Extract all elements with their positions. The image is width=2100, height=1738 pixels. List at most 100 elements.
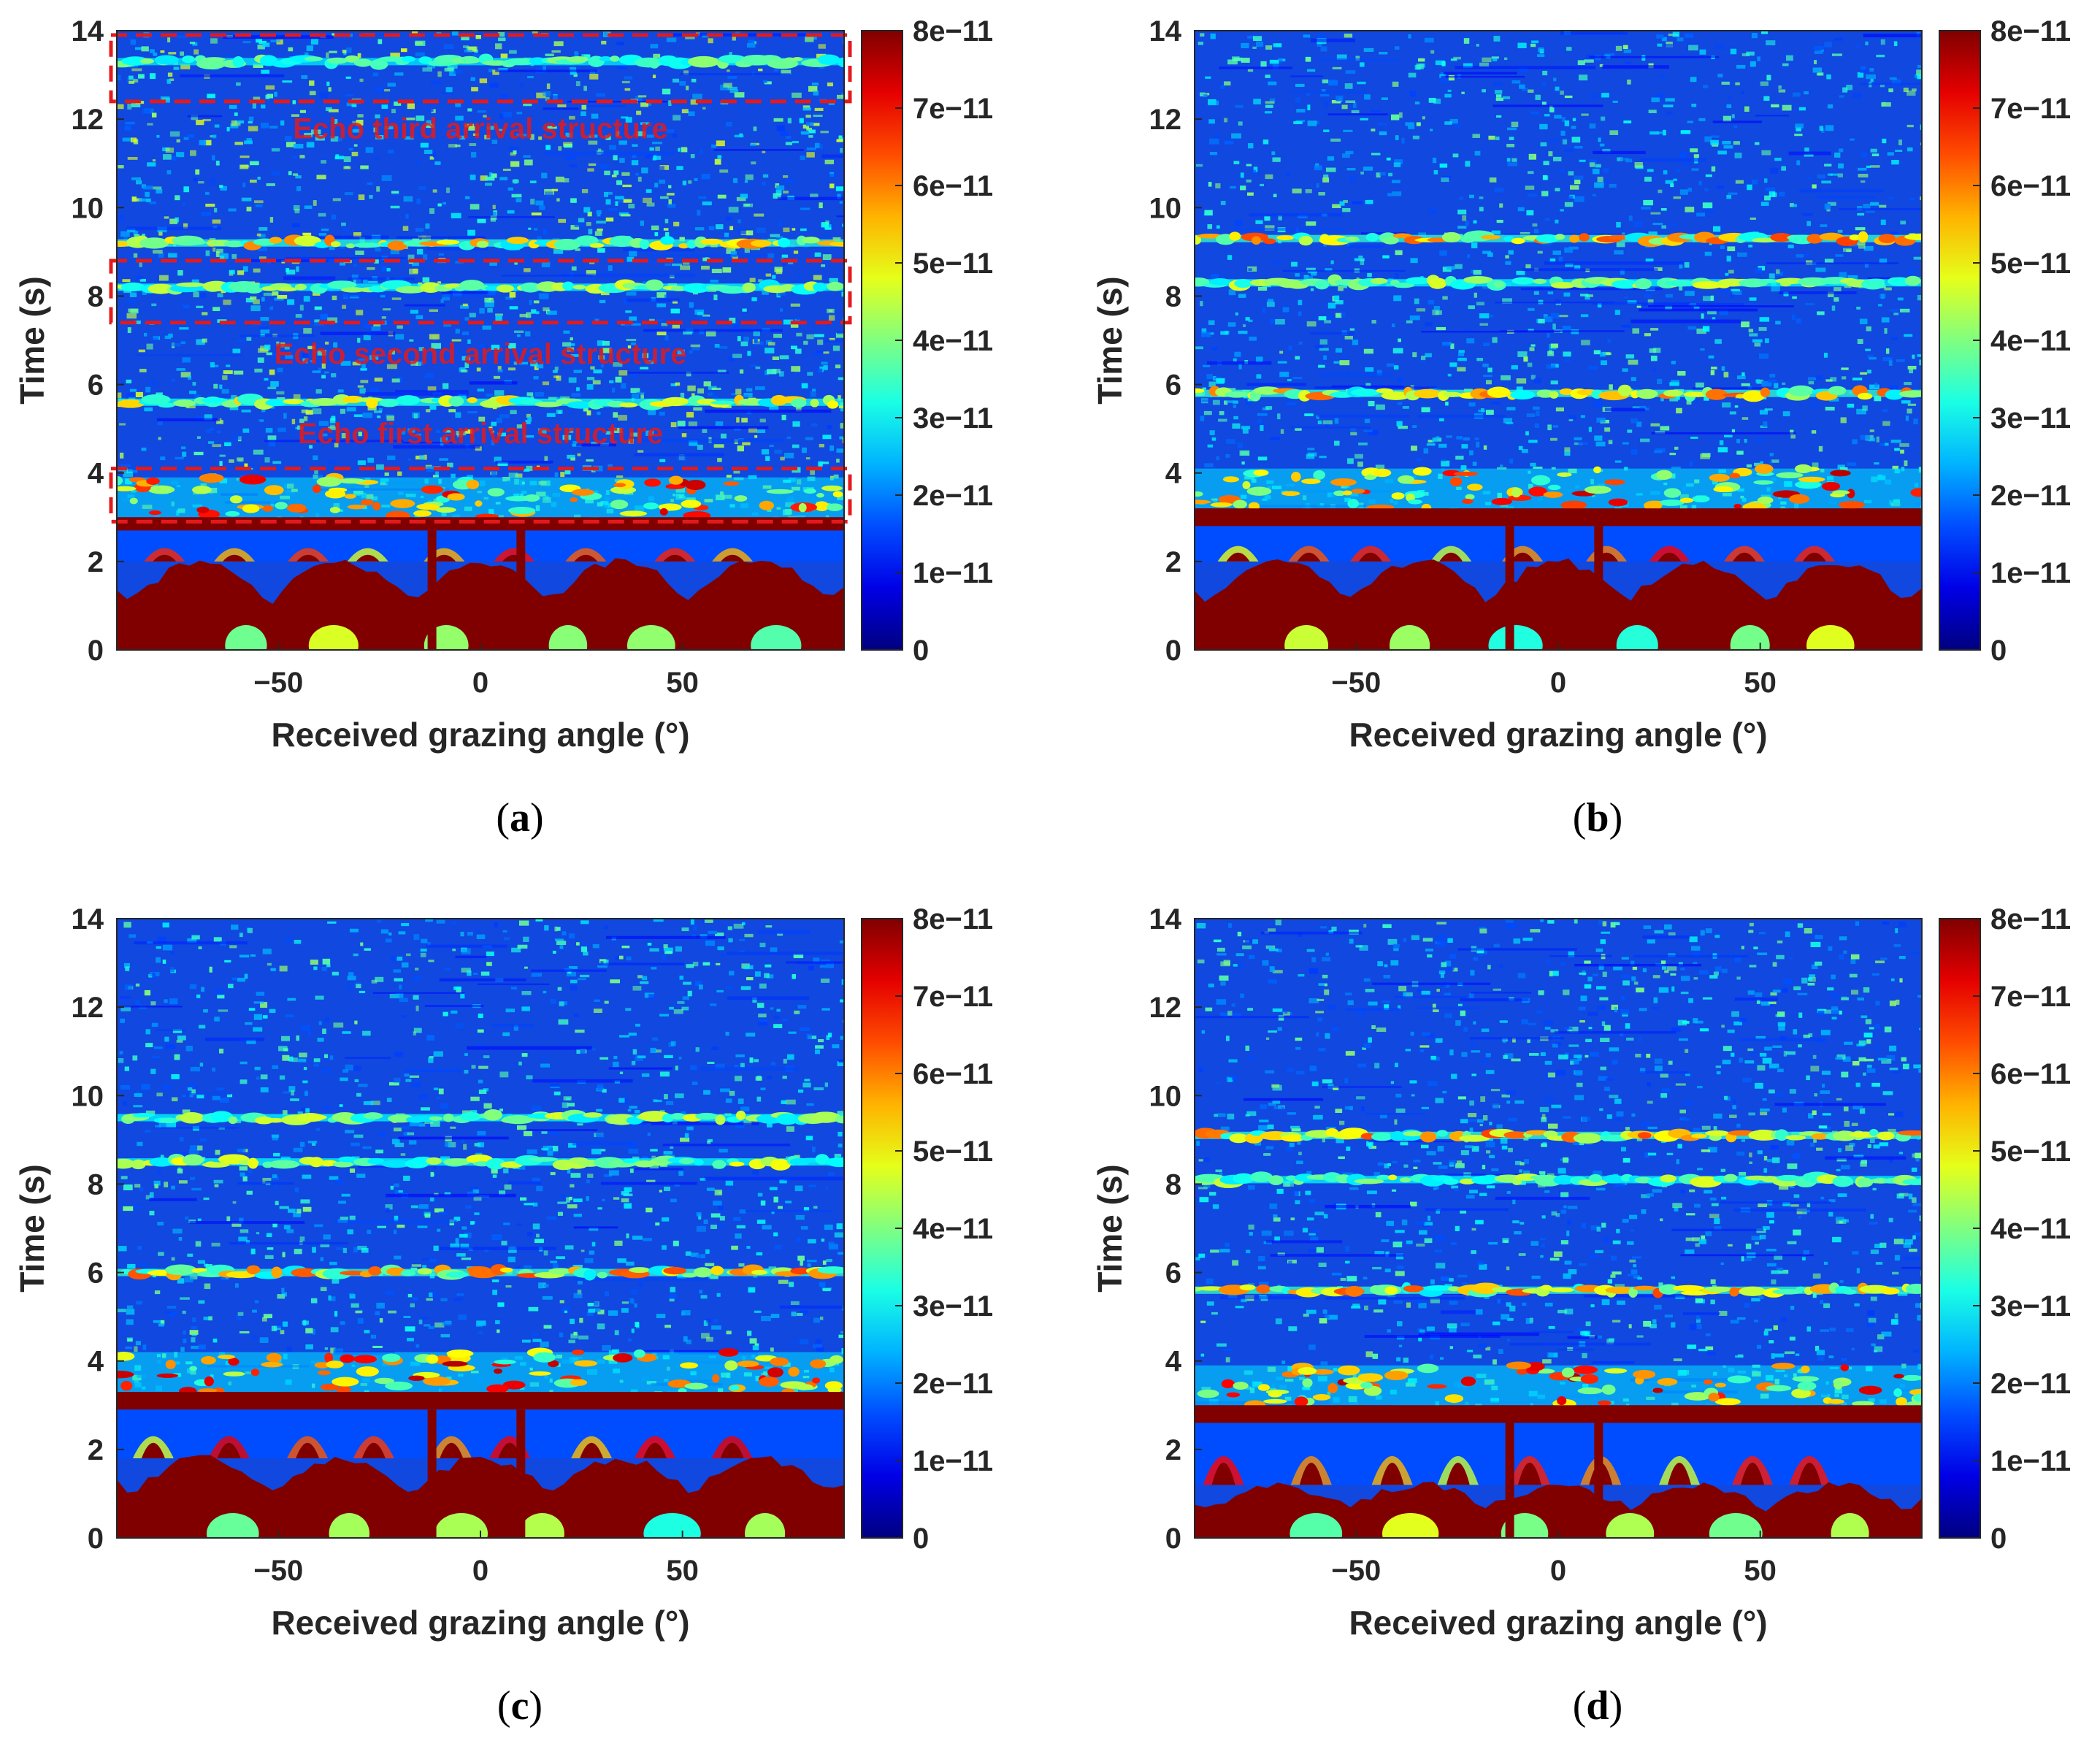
noise-speckle xyxy=(353,414,363,418)
noise-speckle xyxy=(631,160,639,166)
noise-speckle xyxy=(1551,467,1556,470)
noise-speckle xyxy=(1623,49,1632,53)
noise-speckle xyxy=(641,167,648,174)
echo-blob xyxy=(1828,386,1847,396)
noise-speckle xyxy=(840,999,844,1003)
noise-speckle xyxy=(1529,155,1533,158)
noise-speckle xyxy=(586,1196,589,1201)
noise-speckle xyxy=(1856,408,1866,415)
noise-speckle xyxy=(515,473,523,478)
noise-speckle xyxy=(1768,460,1772,465)
noise-speckle xyxy=(475,35,481,39)
noise-speckle xyxy=(153,53,158,56)
noise-speckle xyxy=(725,216,732,221)
noise-speckle xyxy=(1365,383,1371,387)
noise-speckle xyxy=(497,462,508,467)
noise-speckle xyxy=(1269,59,1280,64)
echo-blob xyxy=(1345,236,1359,242)
noise-speckle xyxy=(1333,361,1341,364)
noise-speckle xyxy=(809,123,820,126)
echo-blob xyxy=(345,243,356,249)
echo-blob xyxy=(599,56,613,61)
noise-speckle xyxy=(761,449,770,455)
noise-speckle xyxy=(219,185,223,188)
noise-speckle xyxy=(294,939,302,944)
noise-speckle xyxy=(415,433,421,436)
lobe-shape xyxy=(347,548,388,562)
colorbar-tick-label: 0 xyxy=(913,635,929,667)
noise-speckle xyxy=(307,345,315,350)
noise-streak xyxy=(1602,65,1669,69)
noise-speckle xyxy=(778,291,786,296)
noise-speckle xyxy=(1534,423,1539,428)
noise-speckle xyxy=(195,169,200,175)
noise-speckle xyxy=(750,143,756,146)
noise-speckle xyxy=(1796,254,1804,258)
noise-speckle xyxy=(398,931,406,935)
noise-speckle xyxy=(416,199,421,204)
noise-speckle xyxy=(196,339,205,345)
noise-speckle xyxy=(464,1053,468,1057)
noise-speckle xyxy=(1461,91,1465,94)
noise-speckle xyxy=(1328,80,1338,86)
noise-speckle xyxy=(356,119,364,126)
noise-streak xyxy=(264,440,404,443)
noise-speckle xyxy=(558,1019,569,1025)
noise-speckle xyxy=(340,361,351,366)
noise-speckle xyxy=(349,928,359,933)
first-arrival-speckle xyxy=(1528,486,1547,497)
noise-speckle xyxy=(1265,174,1273,180)
noise-speckle xyxy=(1904,382,1912,386)
noise-speckle xyxy=(1723,145,1733,149)
noise-speckle xyxy=(717,155,722,159)
noise-speckle xyxy=(339,244,345,250)
noise-speckle xyxy=(1265,101,1275,104)
noise-speckle xyxy=(212,219,221,224)
noise-streak xyxy=(1331,385,1404,388)
noise-speckle xyxy=(1311,272,1317,276)
noise-speckle xyxy=(670,1041,676,1046)
noise-speckle xyxy=(1912,88,1917,92)
noise-speckle xyxy=(456,1293,464,1296)
noise-speckle xyxy=(1507,162,1518,166)
noise-speckle xyxy=(421,938,428,943)
noise-speckle xyxy=(588,163,597,166)
noise-speckle xyxy=(301,74,308,79)
noise-speckle xyxy=(1650,212,1661,215)
first-arrival-speckle xyxy=(1195,491,1203,497)
first-arrival-speckle xyxy=(466,479,480,489)
noise-speckle xyxy=(1265,406,1273,410)
noise-speckle xyxy=(1775,321,1781,325)
noise-speckle xyxy=(1441,61,1446,66)
noise-speckle xyxy=(1494,187,1504,193)
noise-speckle xyxy=(1357,462,1363,467)
noise-speckle xyxy=(592,380,601,385)
noise-speckle xyxy=(1460,465,1467,470)
noise-speckle xyxy=(402,226,409,231)
noise-speckle xyxy=(309,445,313,449)
noise-speckle xyxy=(688,180,692,184)
noise-speckle xyxy=(583,85,587,91)
noise-speckle xyxy=(141,109,151,114)
echo-blob xyxy=(1413,388,1441,399)
noise-streak xyxy=(441,291,488,294)
noise-speckle xyxy=(356,279,361,283)
noise-speckle xyxy=(1214,134,1220,137)
noise-speckle xyxy=(662,88,671,95)
noise-speckle xyxy=(573,73,578,77)
noise-speckle xyxy=(525,419,531,424)
noise-speckle xyxy=(1686,399,1692,405)
noise-speckle xyxy=(315,1128,321,1131)
noise-speckle xyxy=(176,368,185,371)
echo-blob xyxy=(718,54,746,64)
direct-band-hole xyxy=(1616,624,1658,650)
noise-speckle xyxy=(1723,434,1733,437)
noise-speckle xyxy=(489,83,499,88)
noise-speckle xyxy=(584,1257,594,1263)
noise-speckle xyxy=(743,393,753,398)
noise-speckle xyxy=(1241,426,1251,429)
noise-speckle xyxy=(362,1146,372,1149)
noise-speckle xyxy=(1750,217,1756,220)
noise-speckle xyxy=(381,104,388,109)
noise-speckle xyxy=(345,1064,353,1071)
